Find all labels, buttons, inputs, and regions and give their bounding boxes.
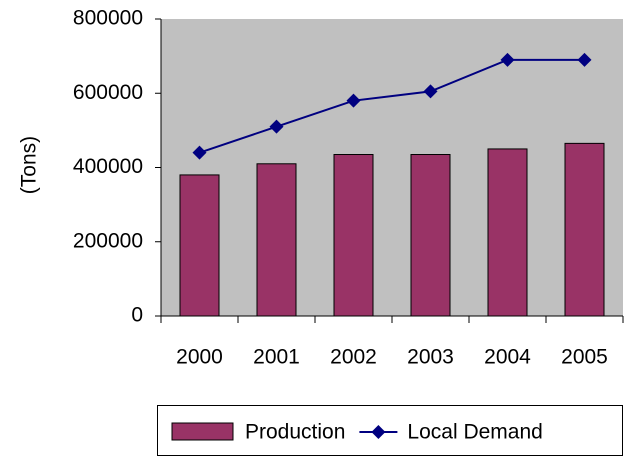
- legend-label: Local Demand: [407, 421, 542, 444]
- marker: [371, 425, 386, 439]
- y-tick-label: 400000: [73, 155, 143, 178]
- bar: [256, 163, 297, 317]
- x-tick-label: 2000: [176, 346, 223, 369]
- marker: [192, 145, 207, 160]
- y-tick-label: 0: [131, 304, 143, 327]
- legend-label: Production: [245, 421, 345, 444]
- legend-swatch: [171, 422, 234, 441]
- bar: [410, 154, 451, 317]
- marker: [577, 52, 592, 67]
- marker: [500, 52, 515, 67]
- marker: [423, 84, 438, 99]
- marker: [346, 93, 361, 108]
- y-tick-label: 800000: [73, 7, 143, 30]
- y-tick-label: 200000: [73, 229, 143, 252]
- line: [199, 58, 585, 154]
- x-tick-label: 2005: [561, 346, 608, 369]
- x-tick-label: 2003: [407, 346, 454, 369]
- legend-box: [157, 405, 623, 456]
- y-tick-label: 600000: [73, 81, 143, 104]
- x-tick-label: 2002: [330, 346, 377, 369]
- bar: [487, 148, 528, 317]
- x-tick-label: 2001: [253, 346, 300, 369]
- y-axis-label: (Tons): [18, 136, 41, 194]
- marker: [269, 119, 284, 134]
- x-tick-label: 2004: [484, 346, 531, 369]
- bar: [333, 154, 374, 317]
- plot-area: [161, 19, 623, 316]
- bar: [564, 142, 605, 317]
- bar: [179, 174, 220, 317]
